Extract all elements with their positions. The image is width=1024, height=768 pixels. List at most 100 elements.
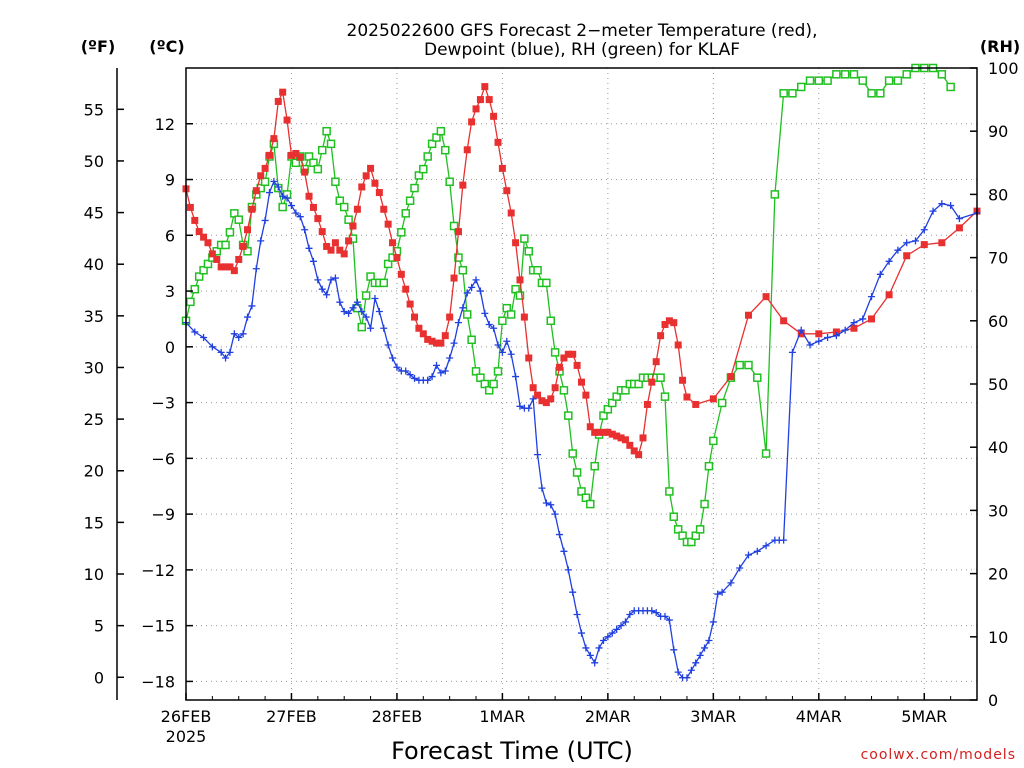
dewpoint-point [450, 339, 458, 347]
dewpoint-point [230, 330, 238, 338]
dewpoint-point [850, 319, 858, 327]
dewpoint-point [367, 324, 375, 332]
dewpoint-point [476, 287, 484, 295]
temperature-point [938, 239, 946, 247]
dewpoint-point [244, 313, 252, 321]
temperature-line [185, 84, 978, 456]
temperature-point [661, 321, 669, 329]
dewpoint-point [516, 402, 524, 410]
celsius-tick-label: −9 [151, 505, 175, 524]
dewpoint-point [384, 341, 392, 349]
dewpoint-point [938, 200, 946, 208]
dewpoint-point [252, 265, 260, 273]
temperature-point [375, 189, 383, 197]
dewpoint-point [542, 499, 550, 507]
rh-point [608, 398, 617, 408]
temperature-point [327, 246, 335, 254]
temperature-point [744, 311, 752, 319]
temperature-point [591, 428, 599, 436]
dewpoint-point [283, 194, 291, 202]
dewpoint-point [472, 276, 480, 284]
dewpoint-point [349, 304, 357, 312]
rh-point [480, 379, 490, 389]
rh-point [419, 164, 428, 174]
dewpoint-point [696, 651, 704, 659]
temperature-point [903, 252, 911, 260]
dewpoint-point [248, 302, 256, 310]
rh-point [410, 183, 419, 193]
dewpoint-point [441, 367, 449, 375]
fahrenheit-tick-label: 35 [84, 307, 104, 326]
temperature-point [463, 146, 471, 154]
series-rh [181, 63, 955, 547]
rh-point [849, 70, 859, 79]
fahrenheit-tick-label: 30 [84, 358, 104, 377]
rh-point [462, 310, 472, 319]
dewpoint-line [185, 180, 978, 679]
rh-tick-label: 40 [988, 438, 1008, 457]
dewpoint-point [859, 315, 867, 323]
dewpoint-point [560, 547, 568, 555]
rh-point [612, 392, 621, 401]
rh-point [796, 82, 806, 92]
rh-point [779, 89, 788, 98]
dewpoint-point [652, 609, 660, 617]
rh-point [441, 145, 450, 155]
rh-point [339, 202, 349, 212]
dewpoint-point [920, 226, 928, 234]
dewpoint-point [736, 564, 744, 572]
temperature-point [560, 354, 568, 362]
rh-point [599, 411, 608, 420]
dewpoint-point [362, 313, 370, 321]
temperature-point [494, 138, 502, 146]
temperature-point [516, 276, 524, 284]
rh-point [414, 171, 424, 180]
dewpoint-point [578, 629, 585, 637]
temperature-point [353, 205, 361, 213]
rh-point [427, 139, 437, 149]
temperature-point [599, 428, 607, 436]
rh-tick-label: 30 [988, 501, 1008, 520]
rh-point [506, 310, 516, 319]
rh-point [634, 379, 643, 389]
dewpoint-point [551, 510, 559, 518]
rh-point [397, 228, 406, 237]
rh-point [700, 499, 709, 509]
dewpoint-point [494, 341, 502, 349]
rh-point [884, 76, 894, 85]
time-tick-label: 26FEB [161, 707, 212, 726]
dewpoint-point [665, 616, 673, 624]
dewpoint-point [718, 588, 726, 596]
temperature-point [384, 220, 392, 228]
rh-point [814, 76, 824, 85]
rh-point [832, 70, 841, 79]
dewpoint-point [744, 551, 752, 559]
rh-point [533, 265, 542, 275]
rh-point [313, 164, 323, 174]
temperature-point [832, 328, 840, 336]
dewpoint-point [705, 637, 713, 645]
dewpoint-point [340, 308, 348, 316]
rh-point [735, 360, 744, 370]
temperature-point [411, 313, 419, 321]
temperature-point [318, 228, 326, 236]
temperature-point [920, 241, 928, 249]
dewpoint-point [507, 350, 515, 358]
rh-point [489, 379, 498, 389]
dewpoint-point [573, 610, 581, 618]
temperature-point [419, 330, 427, 338]
rh-point [559, 386, 569, 395]
dewpoint-point [714, 590, 722, 598]
dewpoint-point [503, 337, 511, 345]
rh-point [572, 468, 582, 477]
temperature-point [200, 233, 208, 241]
temperature-point [459, 181, 467, 189]
rh-point [902, 70, 911, 79]
temperature-point [534, 391, 542, 399]
x-axis-title: Forecast Time (UTC) [391, 737, 633, 765]
temperature-point [868, 315, 876, 323]
dewpoint-point [437, 369, 445, 377]
temperature-point [340, 250, 348, 258]
fahrenheit-tick-label: 25 [84, 410, 104, 429]
